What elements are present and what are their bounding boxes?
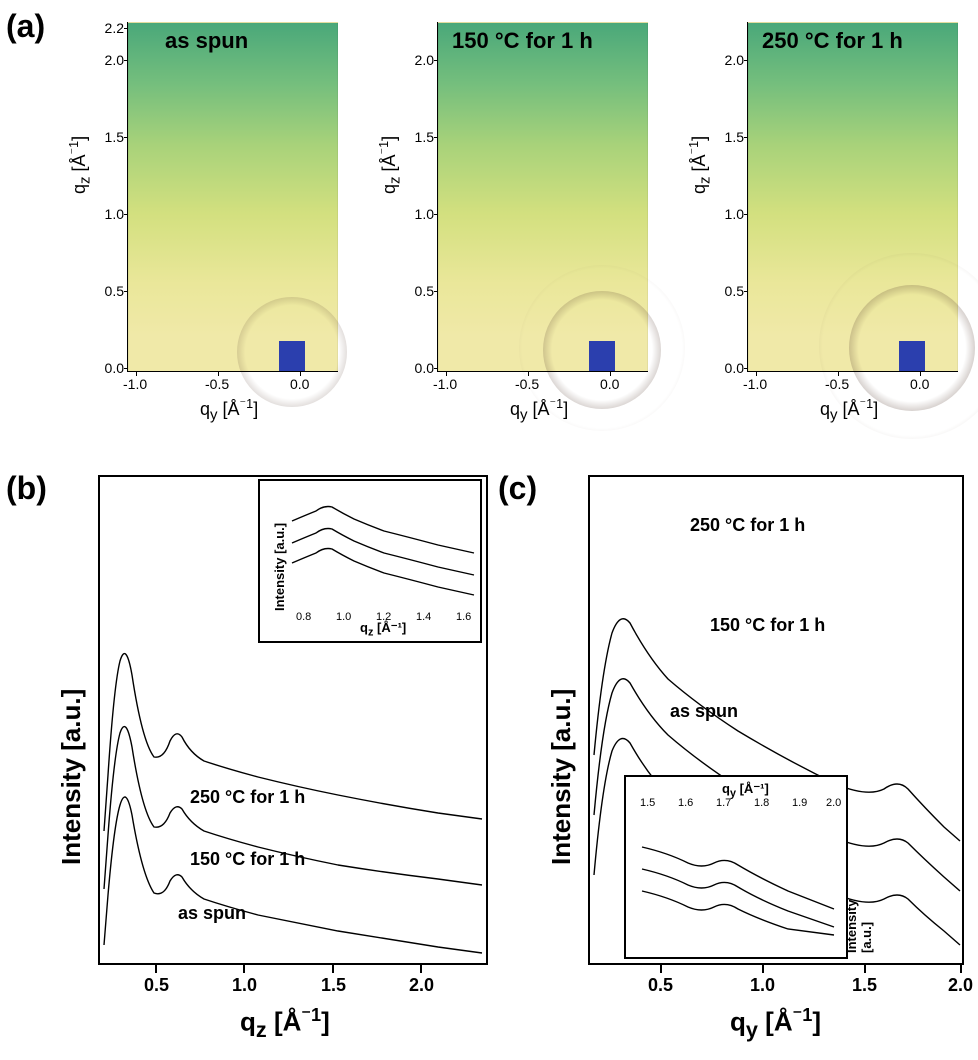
giwaxs-panel-150c: 150 °C for 1 h qz [Å⁻1] qy [Å⁻1] 0.0 0.5… <box>360 14 655 424</box>
subpanel-title: 250 °C for 1 h <box>762 28 903 54</box>
panel-label-b: (b) <box>6 470 47 507</box>
x-axis-label: qz [Å⁻1] <box>240 1005 330 1043</box>
inset-b: Intensity [a.u.] qz [Å⁻¹] 0.8 1.0 1.2 1.… <box>258 479 482 643</box>
y-axis-label: qz [Å⁻1] <box>376 136 404 194</box>
curve-label: 150 °C for 1 h <box>190 849 305 870</box>
beamstop <box>279 341 305 371</box>
line-plot-b: Intensity [a.u.] as spun 150 °C for 1 h … <box>50 465 495 1045</box>
inset-c: qy [Å⁻¹] 1.5 1.6 1.7 1.8 1.9 2.0 Intensi… <box>624 775 848 959</box>
subpanel-title: as spun <box>165 28 248 54</box>
y-axis-label: qz [Å⁻1] <box>686 136 714 194</box>
y-axis-label: qz [Å⁻1] <box>66 136 94 194</box>
y-axis-label: Intensity [a.u.] <box>546 689 577 865</box>
x-axis-label: qy [Å⁻1] <box>730 1005 821 1043</box>
heatmap <box>128 22 338 372</box>
y-axis-label: Intensity [a.u.] <box>56 689 87 865</box>
x-axis-label: qy [Å⁻1] <box>820 396 878 424</box>
curve-label: as spun <box>178 903 246 924</box>
curve-as-spun <box>104 797 482 953</box>
curve-label: 250 °C for 1 h <box>190 787 305 808</box>
panel-label-c: (c) <box>498 470 537 507</box>
curve-label: 250 °C for 1 h <box>690 515 805 536</box>
beamstop <box>899 341 925 371</box>
giwaxs-panel-250c: 250 °C for 1 h qz [Å⁻1] qy [Å⁻1] 0.0 0.5… <box>670 14 965 424</box>
curve-label: as spun <box>670 701 738 722</box>
line-plot-c: Intensity [a.u.] 250 °C for 1 h 150 °C f… <box>540 465 970 1045</box>
heatmap <box>748 22 958 372</box>
x-axis-label: qy [Å⁻1] <box>510 396 568 424</box>
heatmap <box>438 22 648 372</box>
beamstop <box>589 341 615 371</box>
subpanel-title: 150 °C for 1 h <box>452 28 593 54</box>
giwaxs-panel-as-spun: as spun qz [Å⁻1] qy [Å⁻1] 0.0 0.5 1.0 1.… <box>50 14 345 424</box>
x-axis-label: qy [Å⁻1] <box>200 396 258 424</box>
panel-label-a: (a) <box>6 8 45 45</box>
curve-label: 150 °C for 1 h <box>710 615 825 636</box>
